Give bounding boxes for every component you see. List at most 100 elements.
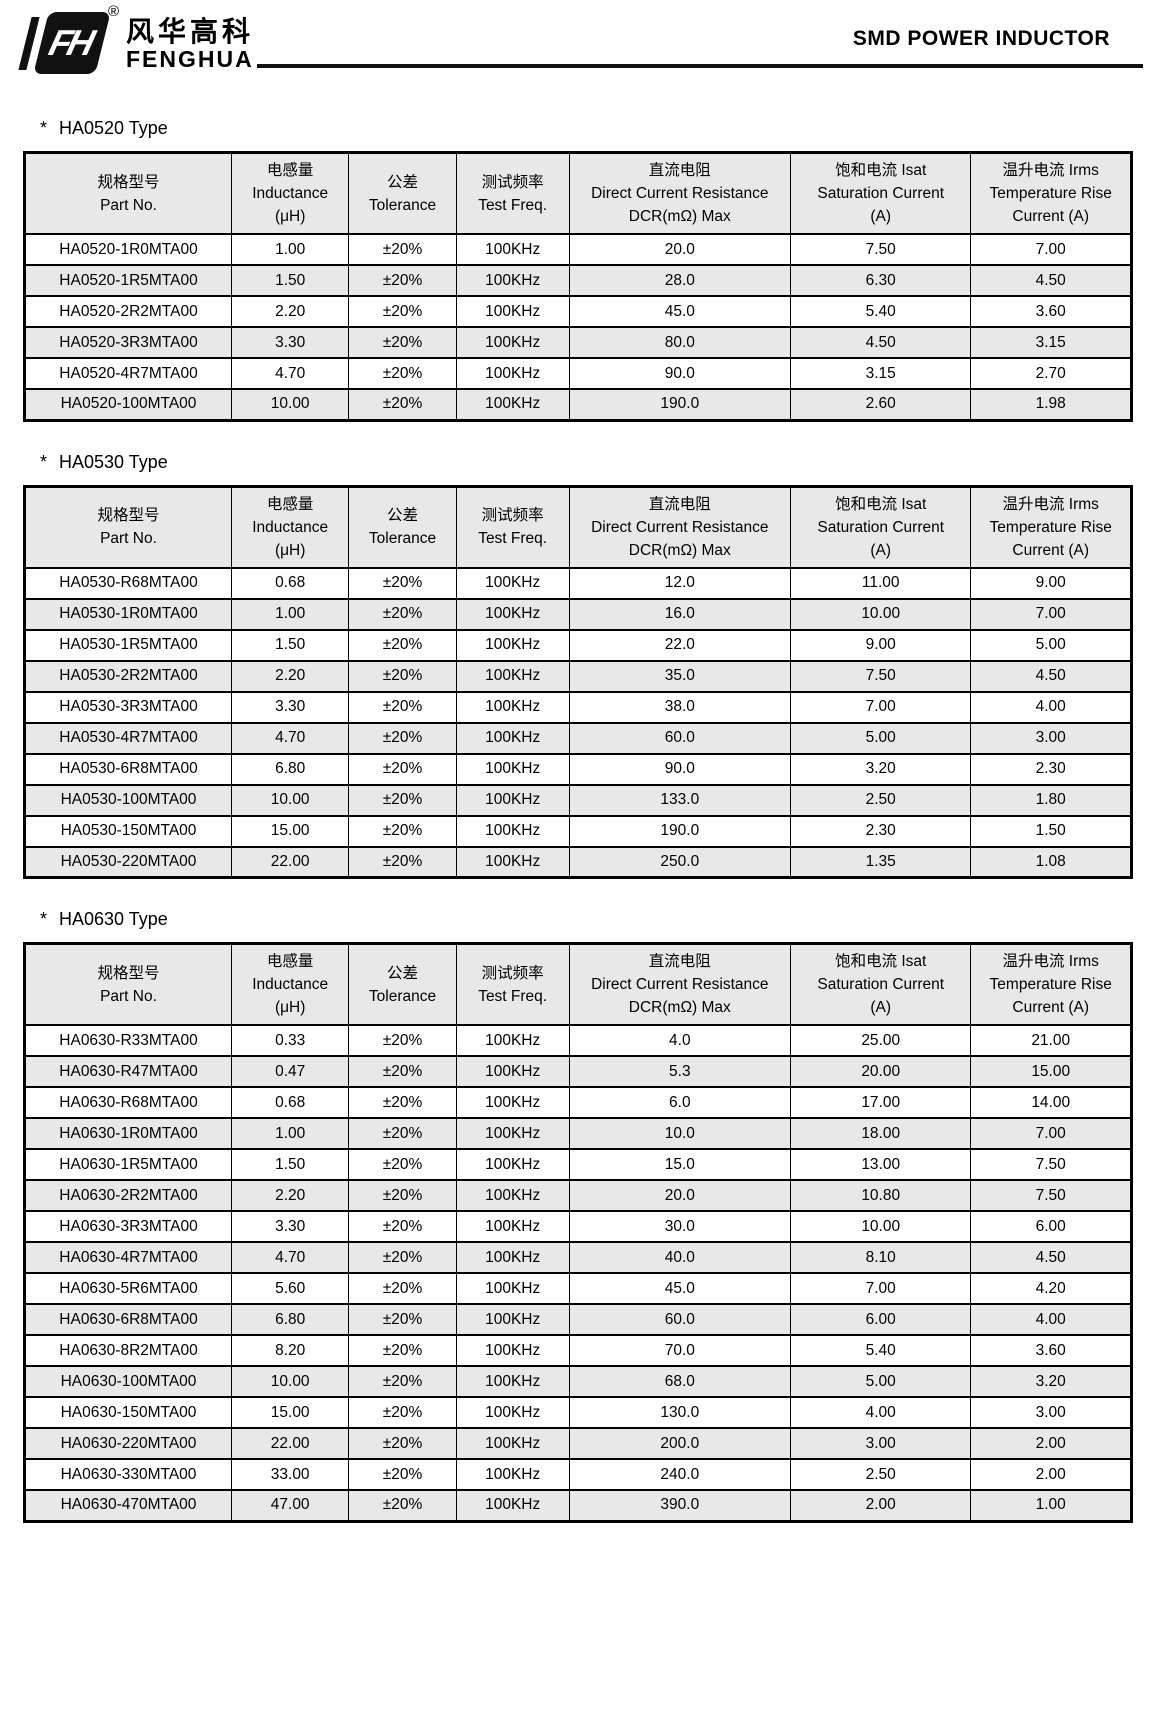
table-row: HA0630-6R8MTA00 6.80 ±20% 100KHz 60.0 6.00 4.0… bbox=[24, 1303, 1132, 1336]
table-cell: HA0530-2R2MTA00 bbox=[24, 659, 232, 693]
table-cell: 133.0 bbox=[568, 783, 792, 817]
table-cell: HA0530-150MTA00 bbox=[24, 814, 232, 848]
table-cell: HA0530-1R0MTA00 bbox=[24, 597, 232, 631]
table-cell: 100KHz bbox=[455, 752, 570, 786]
page-title: SMD POWER INDUCTOR bbox=[852, 27, 1110, 50]
column-header-line: Inductance bbox=[252, 518, 329, 536]
table-cell: ±20% bbox=[348, 597, 457, 631]
table-cell: 100KHz bbox=[455, 1179, 570, 1212]
table-cell: HA0630-6R8MTA00 bbox=[24, 1303, 232, 1336]
table-cell: 6.0 bbox=[568, 1086, 792, 1119]
table-cell: HA0530-1R5MTA00 bbox=[24, 628, 232, 662]
spec-table-ha0520: 规格型号 Part No. 电感量 Inductance (μH) 公差 Tolerance… bbox=[23, 151, 1133, 422]
column-header: 电感量 Inductance (μH) bbox=[230, 485, 350, 569]
table-row: HA0530-150MTA00 15.00 ±20% 100KHz 190.0 2.30 1… bbox=[24, 814, 1132, 848]
table-cell: 100KHz bbox=[455, 1396, 570, 1429]
table-cell: HA0630-8R2MTA00 bbox=[24, 1334, 232, 1367]
column-header: 电感量 Inductance (μH) bbox=[230, 152, 350, 235]
table-cell: 5.00 bbox=[970, 628, 1132, 662]
table-cell: 10.00 bbox=[230, 1365, 350, 1398]
table-cell: 4.00 bbox=[970, 690, 1132, 724]
table-cell: 30.0 bbox=[568, 1210, 792, 1243]
table-cell: 4.50 bbox=[970, 1241, 1132, 1274]
table-cell: HA0520-4R7MTA00 bbox=[24, 357, 232, 390]
table-cell: 240.0 bbox=[568, 1458, 792, 1491]
column-header-line: Tolerance bbox=[368, 196, 437, 214]
table-row: HA0630-220MTA00 22.00 ±20% 100KHz 200.0 3.00 2… bbox=[24, 1427, 1132, 1460]
table-cell: HA0630-470MTA00 bbox=[24, 1489, 232, 1522]
table-cell: 15.00 bbox=[970, 1055, 1132, 1088]
column-header-line: 温升电流 Irms bbox=[1002, 495, 1099, 513]
table-cell: HA0630-R47MTA00 bbox=[24, 1055, 232, 1088]
table-cell: 0.47 bbox=[230, 1055, 350, 1088]
column-header: 饱和电流 Isat Saturation Current (A) bbox=[789, 152, 972, 235]
table-cell: 2.60 bbox=[789, 388, 972, 421]
table-cell: 100KHz bbox=[455, 357, 570, 390]
table-cell: 4.00 bbox=[970, 1303, 1132, 1336]
table-row: HA0630-470MTA00 47.00 ±20% 100KHz 390.0 2.00 1… bbox=[24, 1489, 1132, 1522]
table-cell: 1.00 bbox=[970, 1489, 1132, 1522]
column-header: 饱和电流 Isat Saturation Current (A) bbox=[789, 943, 972, 1026]
table-cell: 6.00 bbox=[789, 1303, 972, 1336]
table-cell: 3.00 bbox=[789, 1427, 972, 1460]
section-ha0530: * HA0530 Type 规格型号 Part No. 电感量 Inductance (… bbox=[0, 452, 1155, 879]
table-cell: 1.50 bbox=[230, 1148, 350, 1181]
table-cell: 22.00 bbox=[230, 1427, 350, 1460]
table-cell: ±20% bbox=[348, 566, 457, 600]
column-header-line: Temperature Rise bbox=[989, 976, 1112, 993]
table-cell: 4.70 bbox=[230, 721, 350, 755]
table-cell: ±20% bbox=[348, 1303, 457, 1336]
table-cell: 3.15 bbox=[789, 357, 972, 390]
table-cell: ±20% bbox=[348, 1489, 457, 1522]
table-cell: 20.0 bbox=[568, 233, 792, 266]
table-cell: 60.0 bbox=[568, 1303, 792, 1336]
section-heading-label: HA0520 Type bbox=[59, 118, 168, 138]
table-row: HA0520-1R0MTA00 1.00 ±20% 100KHz 20.0 7.50 7.0… bbox=[24, 233, 1132, 266]
column-header-line: Inductance bbox=[252, 976, 329, 993]
table-cell: HA0630-100MTA00 bbox=[24, 1365, 232, 1398]
table-cell: ±20% bbox=[348, 326, 457, 359]
table-row: HA0520-4R7MTA00 4.70 ±20% 100KHz 90.0 3.15 2.7… bbox=[24, 357, 1132, 390]
table-row: HA0630-R33MTA00 0.33 ±20% 100KHz 4.0 25.00 21.… bbox=[24, 1024, 1132, 1057]
column-header-line: Part No. bbox=[100, 530, 157, 547]
table-cell: 100KHz bbox=[455, 1365, 570, 1398]
table-cell: 100KHz bbox=[455, 1303, 570, 1336]
column-header-line: Test Freq. bbox=[478, 196, 548, 214]
column-header-line: Temperature Rise bbox=[989, 518, 1112, 536]
table-cell: 100KHz bbox=[455, 1489, 570, 1522]
table-cell: HA0530-3R3MTA00 bbox=[24, 690, 232, 724]
table-cell: HA0520-1R0MTA00 bbox=[24, 233, 232, 266]
table-cell: 22.0 bbox=[568, 628, 792, 662]
table-cell: 100KHz bbox=[455, 295, 570, 328]
table-row: HA0630-5R6MTA00 5.60 ±20% 100KHz 45.0 7.00 4.2… bbox=[24, 1272, 1132, 1305]
table-cell: HA0530-6R8MTA00 bbox=[24, 752, 232, 786]
table-row: HA0530-1R0MTA00 1.00 ±20% 100KHz 16.0 10.00 7.… bbox=[24, 597, 1132, 631]
table-cell: 5.40 bbox=[789, 295, 972, 328]
column-header-line: 电感量 bbox=[266, 495, 314, 513]
table-cell: HA0630-3R3MTA00 bbox=[24, 1210, 232, 1243]
table-cell: 100KHz bbox=[455, 566, 570, 600]
table-cell: 7.50 bbox=[789, 233, 972, 266]
table-row: HA0530-220MTA00 22.00 ±20% 100KHz 250.0 1.35 1… bbox=[24, 845, 1132, 879]
table-cell: ±20% bbox=[348, 1117, 457, 1150]
table-cell: 5.00 bbox=[789, 1365, 972, 1398]
table-cell: 6.80 bbox=[230, 1303, 350, 1336]
table-cell: 1.00 bbox=[230, 597, 350, 631]
table-cell: 1.08 bbox=[970, 845, 1132, 879]
spec-table-ha0530: 规格型号 Part No. 电感量 Inductance (μH) 公差 Tolerance… bbox=[23, 484, 1133, 879]
table-cell: 2.00 bbox=[789, 1489, 972, 1522]
table-cell: 100KHz bbox=[455, 1055, 570, 1088]
table-cell: HA0520-2R2MTA00 bbox=[24, 295, 232, 328]
column-header: 测试频率 Test Freq. bbox=[455, 943, 570, 1026]
table-cell: 10.00 bbox=[789, 597, 972, 631]
table-cell: 100KHz bbox=[455, 1458, 570, 1491]
table-cell: 3.00 bbox=[970, 1396, 1132, 1429]
table-cell: 5.00 bbox=[789, 721, 972, 755]
fh-monogram-block: FH bbox=[33, 12, 111, 74]
column-header-line: Current (A) bbox=[1012, 999, 1090, 1016]
heading-asterisk: * bbox=[40, 909, 48, 929]
column-header-line: Tolerance bbox=[368, 530, 437, 547]
column-header-line: Saturation Current bbox=[817, 976, 945, 993]
table-cell: 13.00 bbox=[789, 1148, 972, 1181]
table-cell: 100KHz bbox=[455, 1241, 570, 1274]
